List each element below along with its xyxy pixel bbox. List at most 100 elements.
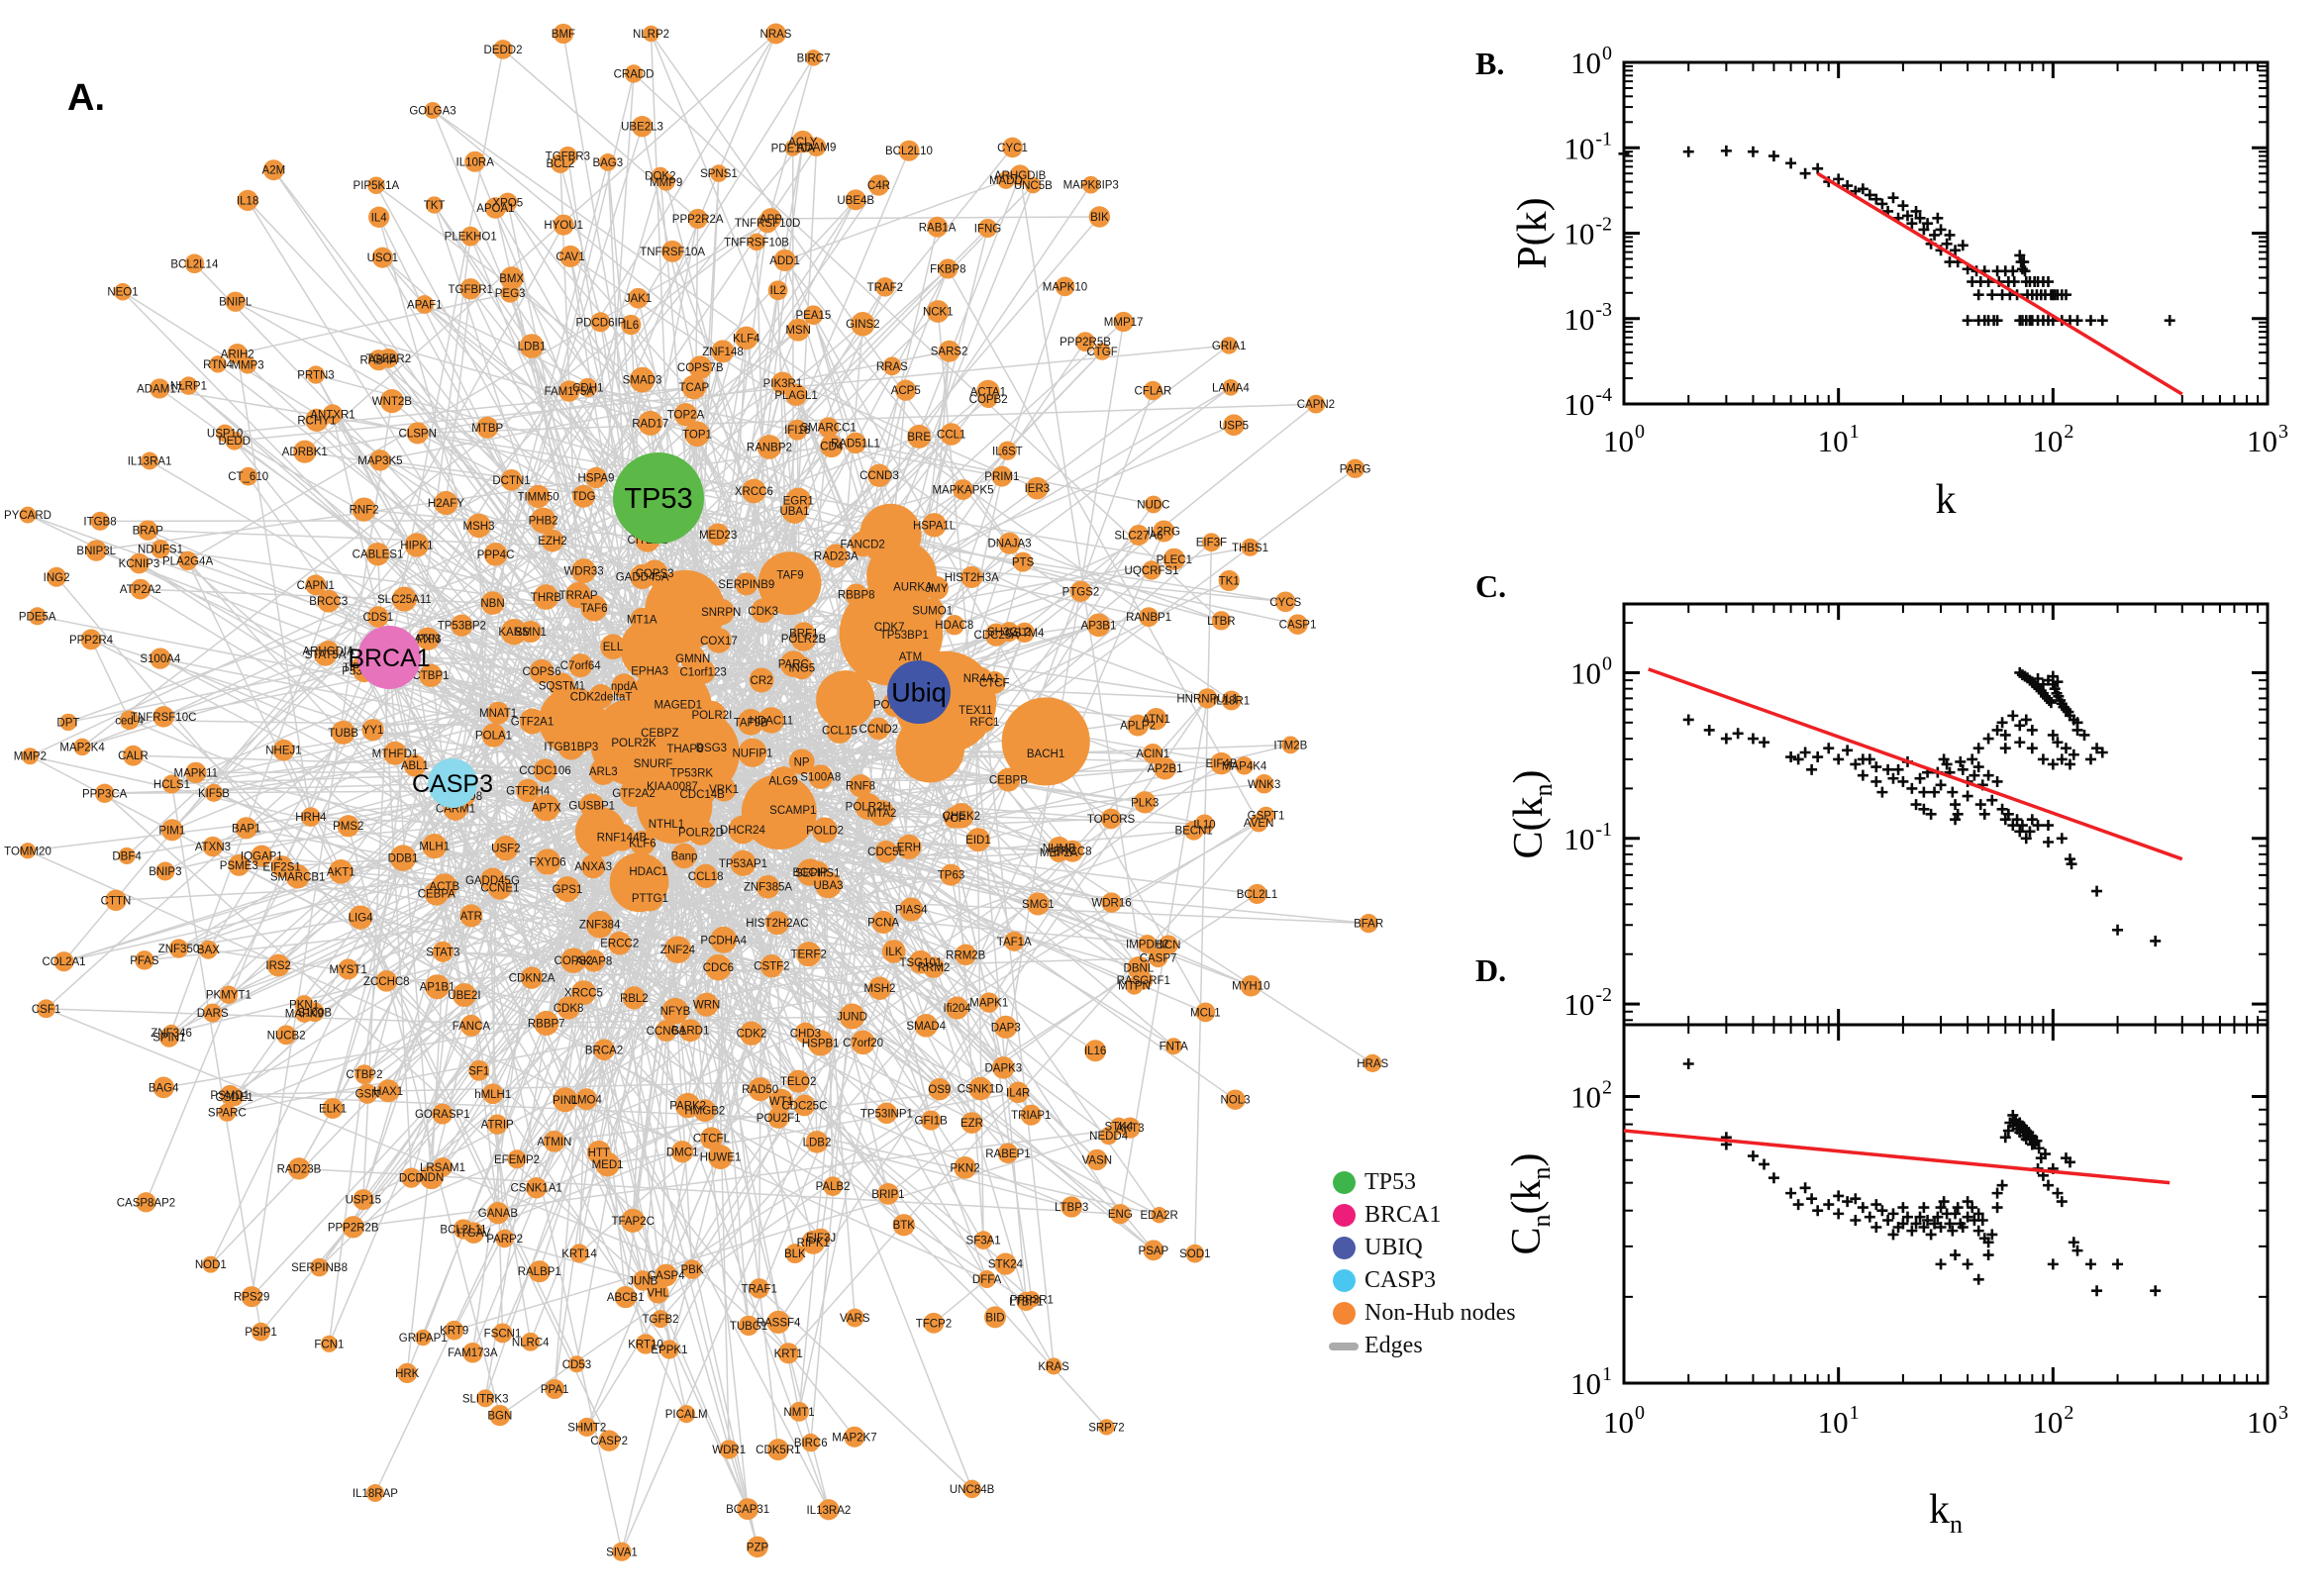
network-cluster-blob [539,687,606,754]
network-node-label: SERPINB9 [718,579,774,591]
network-node-label: ZNF346 [151,1028,192,1040]
network-node [679,645,706,671]
network-node [635,858,661,885]
network-node-label: NUDC [1137,499,1169,511]
data-point [1882,763,1894,775]
data-point [1972,743,1984,754]
network-node [661,997,689,1025]
data-point [2071,315,2083,327]
network-node-label: PARK2 [669,1101,706,1113]
network-node-label: BIK [1090,212,1109,224]
network-node-label: ATR [460,911,482,923]
network-node-label: MYST1 [330,964,367,976]
fit-line [1816,171,2183,396]
network-node [949,803,974,829]
network-node-label: MTPN [1118,981,1151,993]
network-node-label: POLR2I [691,710,732,722]
network-node-label: PRIM1 [984,471,1019,483]
network-edge [211,691,920,1014]
network-node-label: PICALM [665,1409,708,1421]
network-node-label: TAF9 [776,569,803,581]
network-node-label: KARS [498,627,530,639]
network-node-label: TGFBR3 [546,151,590,163]
network-node-label: NUCB2 [267,1030,306,1042]
network-edge [95,445,833,551]
network-edge [452,782,1140,969]
network-node-label: THRB [531,592,562,604]
network-node [796,942,822,967]
data-point [2150,1285,2162,1297]
network-node-label: HDAC1 [629,866,667,878]
network-node-label: IL6 [623,320,639,332]
network-node-label: ING5 [788,663,815,675]
network-node [756,874,780,899]
network-node [564,582,592,609]
network-node-label: TRIAP1 [1011,1110,1051,1122]
network-node-label: USP5 [1219,420,1249,432]
axis-tick-label: 100 [1603,1402,1645,1440]
network-edge [564,846,910,1101]
network-node-label: RRM2B [946,949,986,961]
network-node-label: DHCR24 [720,825,766,837]
network-node [926,300,950,323]
network-node [663,936,692,963]
network-edge [436,892,687,1415]
network-node [805,1131,829,1153]
network-node-label: IER3 [1025,483,1051,495]
network-node [588,684,614,709]
network-node-label: TOP1 [682,429,712,441]
legend-item-ubiq: UBIQ [1333,1232,1516,1264]
network-node-label: WDR33 [563,566,603,578]
data-point [1974,799,1986,811]
network-node [431,873,457,900]
network-node-label: THBS1 [1232,543,1268,554]
network-node [845,583,867,606]
network-node [628,287,649,309]
data-point [1785,157,1797,169]
network-node-label: POLR2K [611,738,656,749]
network-node-label: RAD23A [814,550,858,562]
network-node [820,434,844,458]
network-node-label: STAT3 [426,947,459,958]
network-node-label: GPS1 [553,884,583,896]
data-point [1929,786,1941,798]
network-node [824,544,849,568]
network-node-label: SMG1 [1022,899,1055,911]
network-edge [933,1278,988,1325]
network-node-label: LTBP3 [1055,1202,1088,1214]
network-node-label: SCAMP1 [769,805,816,817]
legend-item-brca1: BRCA1 [1333,1199,1516,1232]
network-node-label: CDK2 [737,1029,767,1041]
network-node-label: IL13RA1 [128,455,172,467]
network-node [636,656,663,685]
network-node [593,1039,615,1061]
network-node [622,986,646,1010]
data-point [1982,1249,1994,1261]
network-node-label: TP53BP1 [880,630,929,642]
data-point [1876,1205,1888,1217]
network-node [689,781,715,807]
network-node [317,589,341,613]
axis-tick-label: 100 [1570,43,1612,80]
network-edge [375,184,800,502]
network-node [500,283,520,303]
network-node-label: ZNF24 [660,945,696,956]
network-node-label: SMAD4 [906,1021,946,1033]
network-node [914,1013,939,1038]
data-point [1812,162,1824,174]
network-node [647,1281,669,1304]
network-node-label: ZNF350 [158,944,200,955]
network-node [681,374,707,400]
network-edge [690,771,973,1490]
network-node-label: SMAD3 [623,375,662,387]
network-node [638,410,663,436]
network-node-label: CDK2deltaT [570,691,633,703]
ubiq-dot-icon [1333,1237,1356,1259]
network-cluster-blob [1001,697,1090,786]
network-edge [45,1008,691,1032]
network-node-label: COX17 [700,636,738,648]
data-point [1747,733,1759,745]
network-nodes [19,23,1382,1561]
